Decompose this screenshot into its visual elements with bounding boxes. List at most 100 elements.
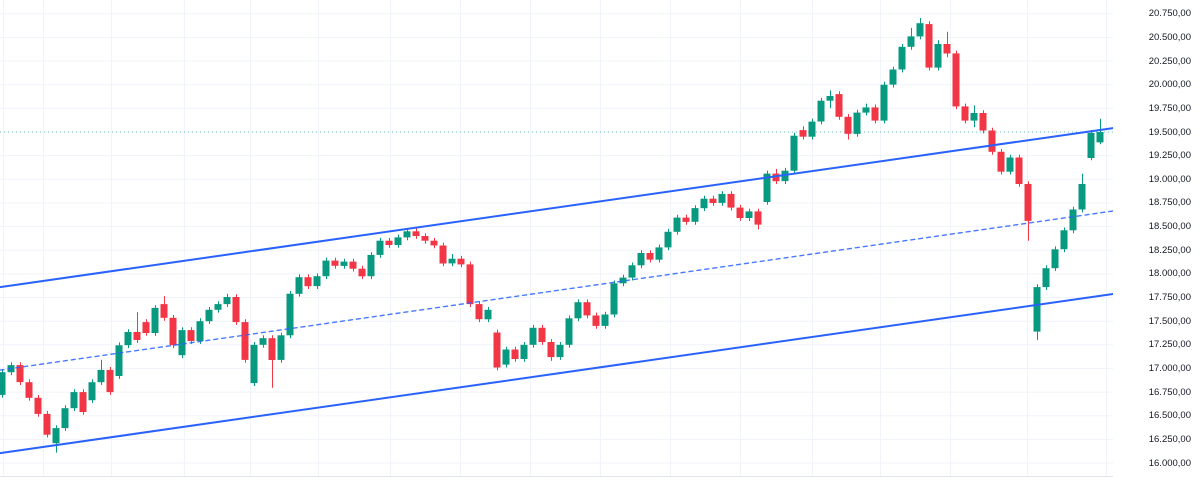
price-axis-label: 16.500,00	[1148, 410, 1191, 422]
channel-line-bottom[interactable]	[0, 293, 1114, 455]
candle-body	[25, 382, 33, 398]
candle-body	[952, 53, 960, 107]
candle-body	[889, 69, 897, 85]
candle-body	[448, 258, 456, 264]
candle-body	[493, 332, 501, 368]
candle-body	[1024, 184, 1032, 221]
candle-body	[880, 84, 888, 121]
candle-body	[1078, 184, 1086, 210]
gridlines	[0, 0, 1113, 476]
candle-body	[259, 338, 267, 345]
candle-body	[619, 277, 627, 284]
price-axis-label: 18.500,00	[1148, 221, 1191, 233]
candle-body	[115, 345, 123, 376]
candle-body	[97, 369, 105, 383]
candle-body	[547, 342, 555, 358]
candle-body	[304, 277, 312, 287]
candle-body	[142, 322, 150, 333]
candle-body	[763, 173, 771, 202]
price-axis-label: 16.750,00	[1148, 386, 1191, 398]
channel-line-middle[interactable]	[0, 210, 1114, 371]
candle-body	[1033, 287, 1041, 332]
candle-body	[223, 297, 231, 305]
candle-body	[772, 173, 780, 182]
candle-body	[700, 198, 708, 209]
price-axis-label: 17.750,00	[1148, 292, 1191, 303]
trend-channel[interactable]	[0, 127, 1114, 455]
candle-body	[916, 23, 924, 37]
candle-body	[988, 130, 996, 152]
candle-body	[961, 106, 969, 121]
candle-body	[790, 135, 798, 171]
candle-body	[511, 349, 519, 359]
candle-body	[925, 24, 933, 68]
candle-body	[655, 247, 663, 260]
candle-body	[808, 121, 816, 137]
candle-body	[1060, 230, 1068, 250]
candle-body	[349, 261, 357, 269]
candle-body	[691, 208, 699, 222]
price-axis-label: 19.250,00	[1148, 150, 1191, 162]
candle-body	[835, 94, 843, 117]
price-axis-label: 17.000,00	[1148, 363, 1191, 374]
candle-body	[871, 107, 879, 121]
candle-body	[151, 307, 159, 333]
candle-body	[844, 116, 852, 134]
candle-body	[727, 193, 735, 208]
candle-body	[331, 260, 339, 266]
candle-body	[718, 193, 726, 203]
price-axis-label: 19.750,00	[1148, 102, 1191, 114]
candle-body	[799, 130, 807, 137]
candle-body	[313, 276, 321, 287]
price-axis-label: 20.750,00	[1148, 8, 1191, 20]
candle-body	[169, 317, 177, 346]
channel-line-top[interactable]	[0, 127, 1114, 289]
candle-body	[529, 327, 537, 345]
candle-body	[745, 211, 753, 218]
price-axis-label: 16.250,00	[1148, 433, 1191, 445]
price-axis-label: 19.000,00	[1148, 173, 1191, 185]
candle-body	[943, 44, 951, 54]
candle-body	[754, 211, 762, 225]
candle-body	[583, 302, 591, 316]
candle-body	[412, 231, 420, 236]
candle-body	[970, 113, 978, 121]
candle-body	[1096, 132, 1104, 143]
candle-body	[0, 372, 6, 395]
candle-body	[466, 264, 474, 305]
candle-body	[664, 231, 672, 248]
candle-body	[574, 302, 582, 319]
candle-body	[70, 392, 78, 409]
candle-body	[1006, 157, 1014, 172]
candle-body	[709, 198, 717, 203]
candle-body	[277, 335, 285, 360]
price-axis[interactable]: 20.750,00 20.500,00 20.250,00 20.000,00 19.7…	[1113, 0, 1200, 485]
candle-body	[358, 268, 366, 277]
candle-body	[133, 332, 141, 340]
candle-body	[853, 112, 861, 134]
candle-body	[592, 315, 600, 326]
price-axis-label: 20.250,00	[1148, 55, 1191, 67]
candle-body	[286, 293, 294, 336]
candle-body	[79, 392, 87, 412]
candle-body	[367, 254, 375, 277]
candle-body	[997, 151, 1005, 172]
candle-body	[250, 344, 258, 384]
candle-body	[457, 258, 465, 265]
candle-body	[817, 100, 825, 122]
candle-body	[736, 207, 744, 218]
price-axis-label: 17.250,00	[1148, 339, 1191, 351]
candle-body	[106, 369, 114, 393]
candle-body	[556, 344, 564, 358]
candle-body	[187, 330, 195, 341]
candle-body	[268, 338, 276, 360]
candle-body	[628, 265, 636, 278]
candle-body	[61, 408, 69, 429]
candle-body	[340, 261, 348, 266]
candle-body	[484, 309, 492, 320]
candle-body	[241, 322, 249, 360]
candle-body	[232, 297, 240, 323]
candle-body	[376, 240, 384, 255]
candle-body	[610, 283, 618, 315]
